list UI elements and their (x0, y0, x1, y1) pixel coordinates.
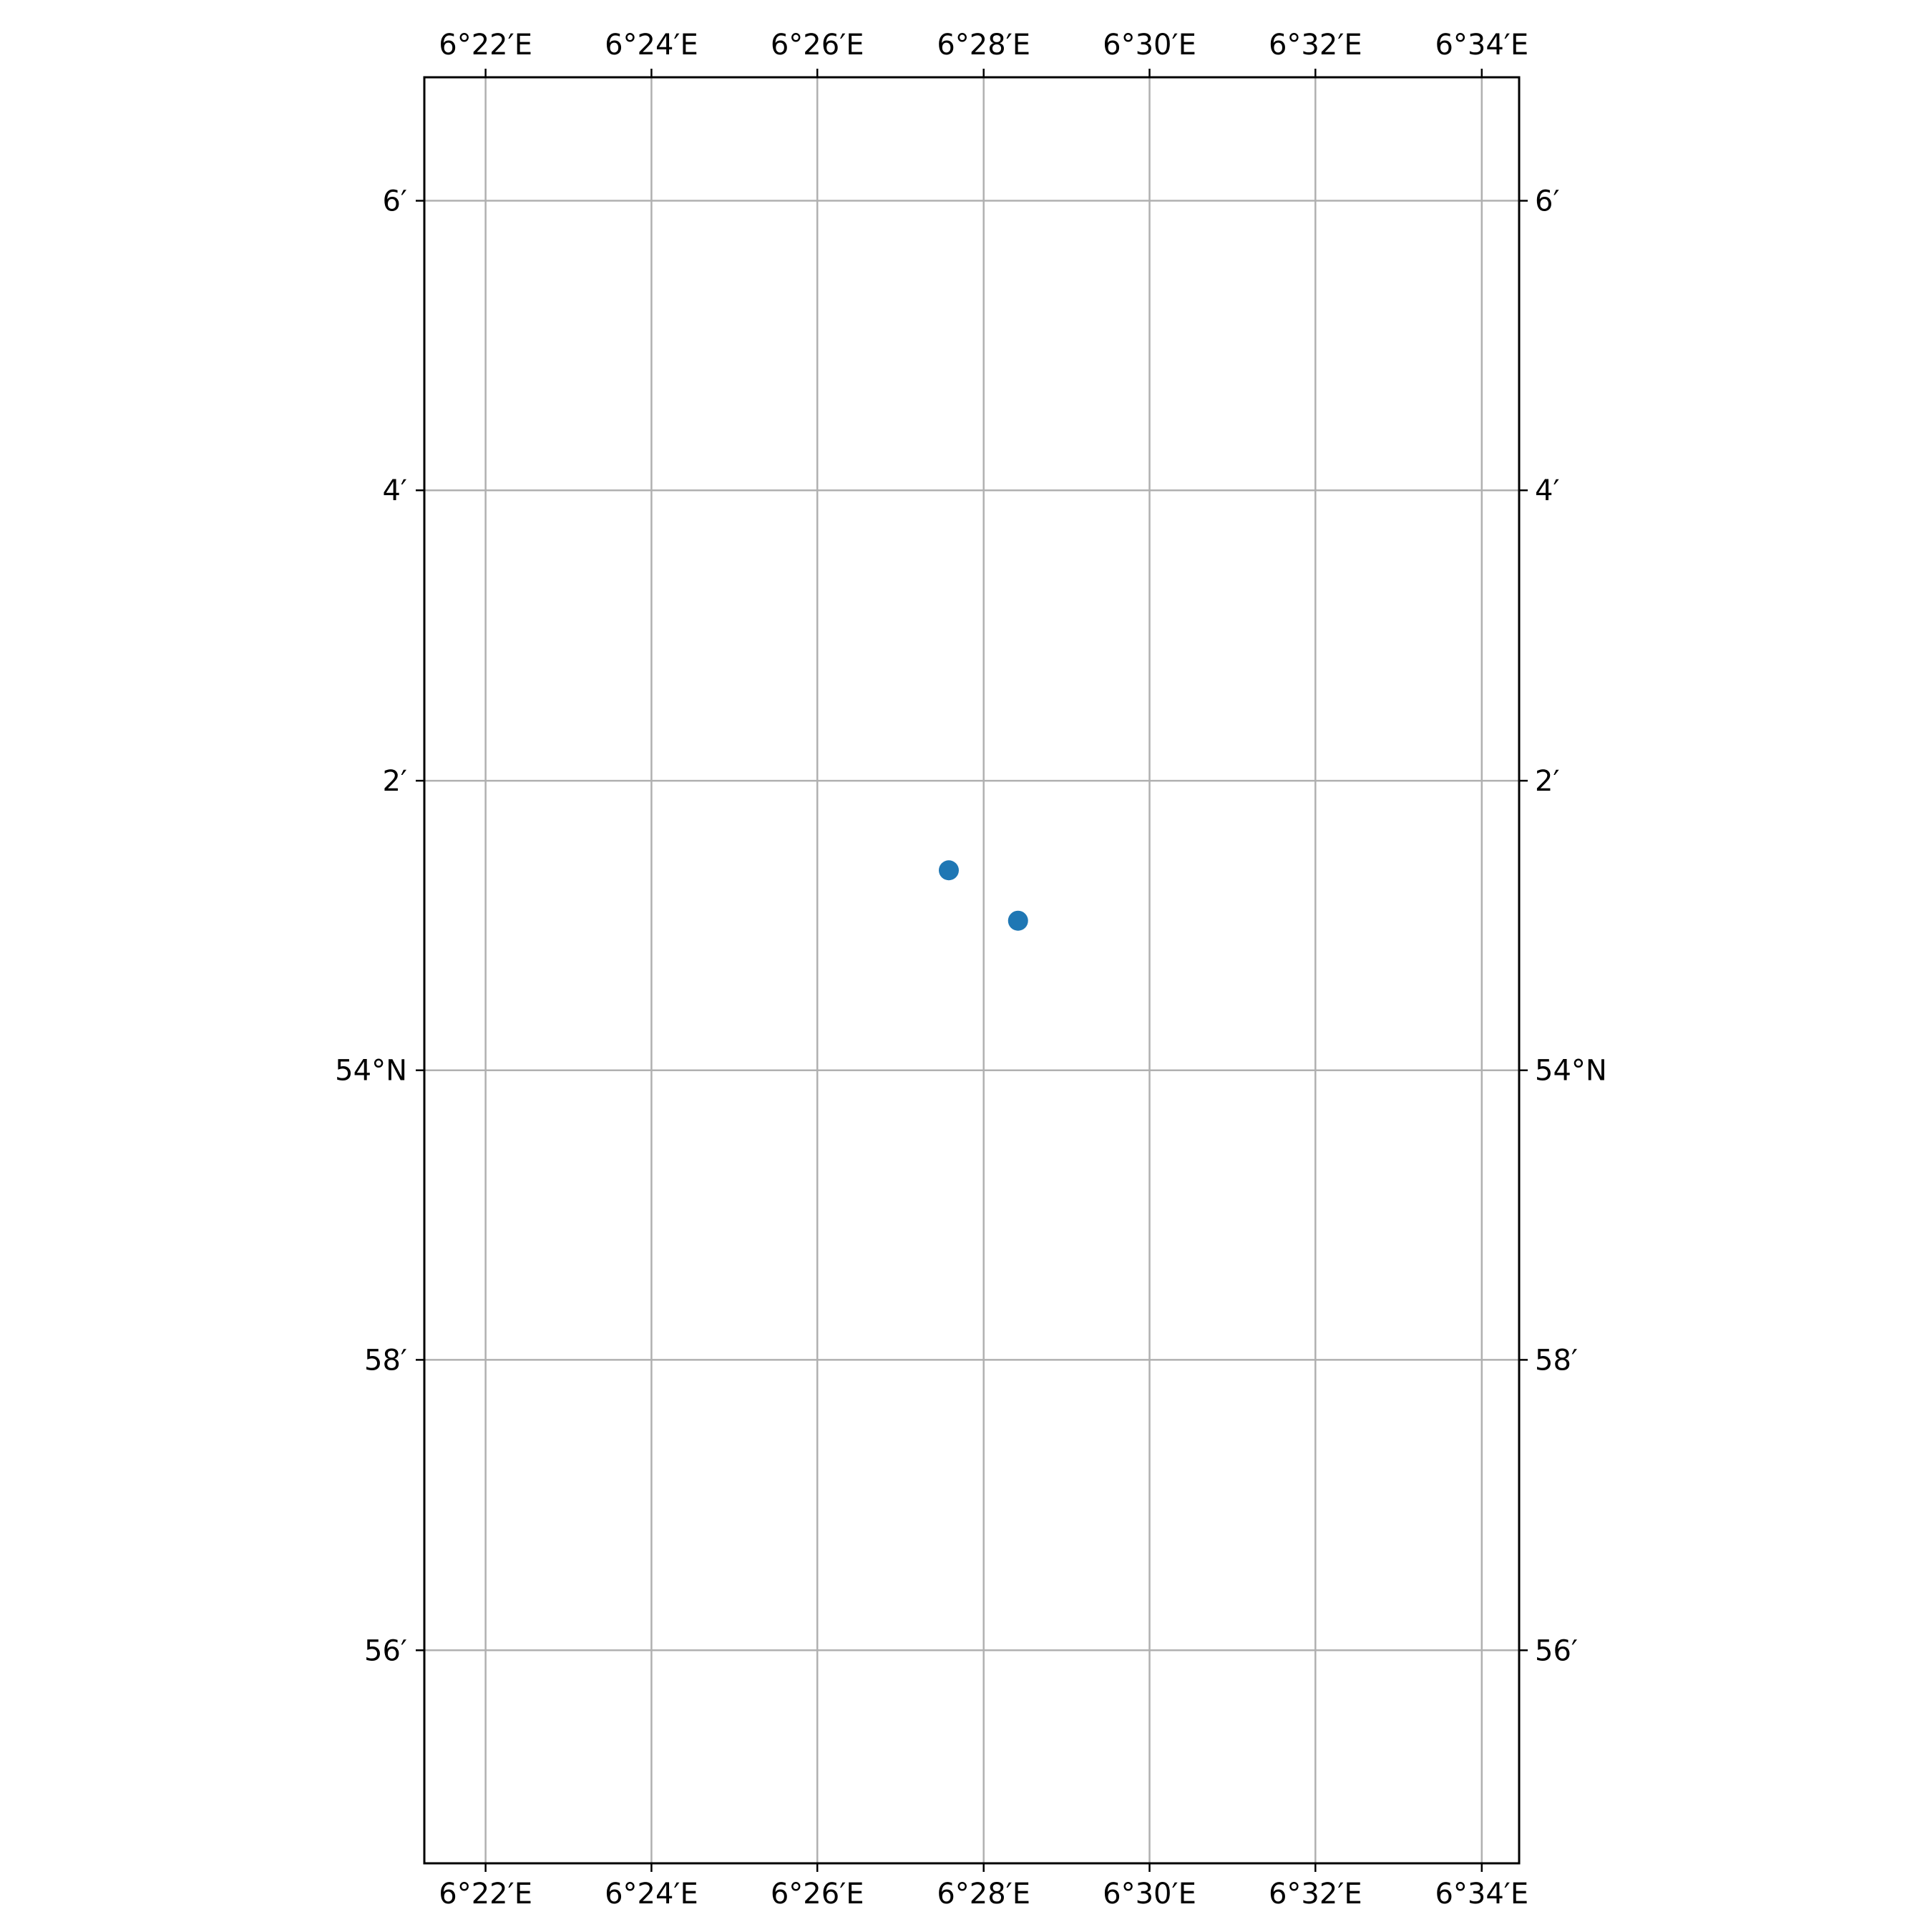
lon-label-bottom: 6°32′E (1269, 1878, 1362, 1911)
lon-label-top: 6°28′E (937, 29, 1030, 62)
lat-label-left: 54°N (335, 1055, 407, 1088)
location-point (938, 860, 959, 881)
lat-label-right: 58′ (1535, 1344, 1578, 1377)
lat-label-right: 6′ (1535, 185, 1560, 218)
map-frame (423, 76, 1521, 1865)
lat-label-left: 2′ (382, 765, 407, 798)
lon-label-bottom: 6°24′E (605, 1878, 698, 1911)
lon-label-bottom: 6°34′E (1435, 1878, 1528, 1911)
lon-label-top: 6°30′E (1103, 29, 1196, 62)
lat-label-left: 58′ (364, 1344, 407, 1377)
lat-label-right: 56′ (1535, 1634, 1578, 1667)
lon-label-top: 6°24′E (605, 29, 698, 62)
location-markers (938, 860, 1028, 931)
lon-label-bottom: 6°28′E (937, 1878, 1030, 1911)
lon-label-top: 6°22′E (439, 29, 532, 62)
lon-label-bottom: 6°30′E (1103, 1878, 1196, 1911)
lat-label-right: 4′ (1535, 474, 1560, 507)
lon-label-bottom: 6°22′E (439, 1878, 532, 1911)
lat-label-right: 2′ (1535, 765, 1560, 798)
lat-label-left: 6′ (382, 185, 407, 218)
gridlines (424, 77, 1519, 1863)
lon-label-top: 6°34′E (1435, 29, 1528, 62)
lat-label-left: 4′ (382, 474, 407, 507)
lat-label-right: 54°N (1535, 1055, 1607, 1088)
lon-label-top: 6°32′E (1269, 29, 1362, 62)
lon-label-top: 6°26′E (771, 29, 864, 62)
lon-label-bottom: 6°26′E (771, 1878, 864, 1911)
graticule-labels: 6°22′E 6°22′E 6°24′E 6°24′E 6°26′E 6°26′E 6°28… (335, 29, 1607, 1911)
location-point (1008, 910, 1028, 931)
lat-label-left: 56′ (364, 1634, 407, 1667)
